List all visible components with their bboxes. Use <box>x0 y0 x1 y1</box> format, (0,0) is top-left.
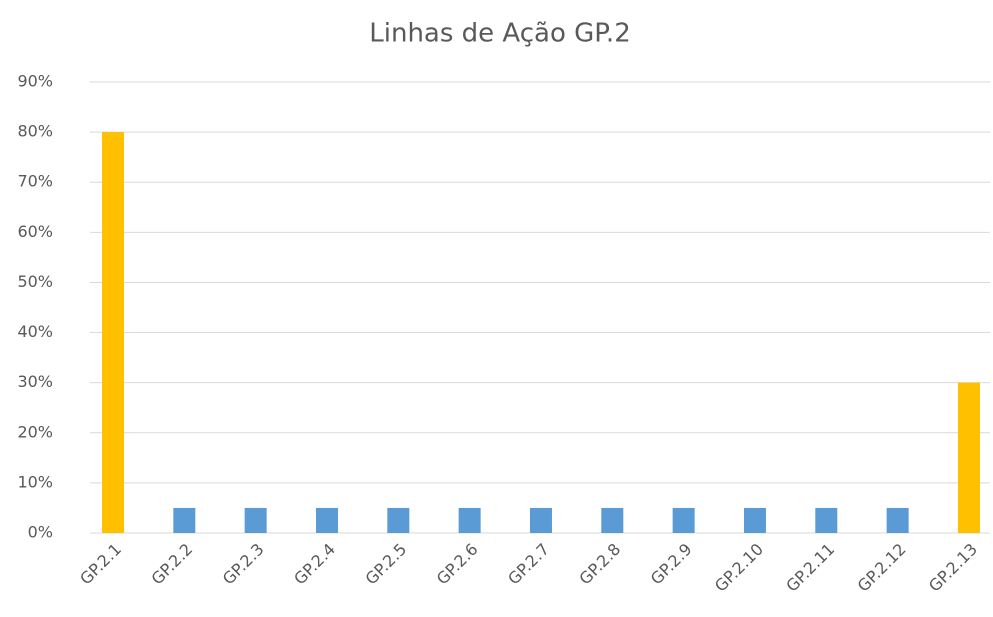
y-tick-label: 90% <box>17 72 53 91</box>
y-tick-label: 40% <box>17 322 53 341</box>
bar <box>815 507 838 533</box>
y-tick-label: 10% <box>17 472 53 491</box>
chart-title: Linhas de Ação GP.2 <box>369 19 631 49</box>
bar <box>244 507 267 533</box>
bar <box>743 507 766 533</box>
y-tick-label: 70% <box>17 172 53 191</box>
bar <box>672 507 695 533</box>
bar <box>315 507 338 533</box>
bar <box>173 507 196 533</box>
y-tick-label: 0% <box>28 523 53 542</box>
y-tick-label: 60% <box>17 222 53 241</box>
bar <box>387 507 410 533</box>
y-tick-label: 30% <box>17 372 53 391</box>
bar <box>601 507 624 533</box>
bar <box>529 507 552 533</box>
bar <box>102 132 124 533</box>
y-tick-label: 20% <box>17 422 53 441</box>
y-tick-label: 80% <box>17 122 53 141</box>
bar <box>458 507 481 533</box>
bar <box>886 507 909 533</box>
y-tick-label: 50% <box>17 272 53 291</box>
bar <box>957 382 980 533</box>
